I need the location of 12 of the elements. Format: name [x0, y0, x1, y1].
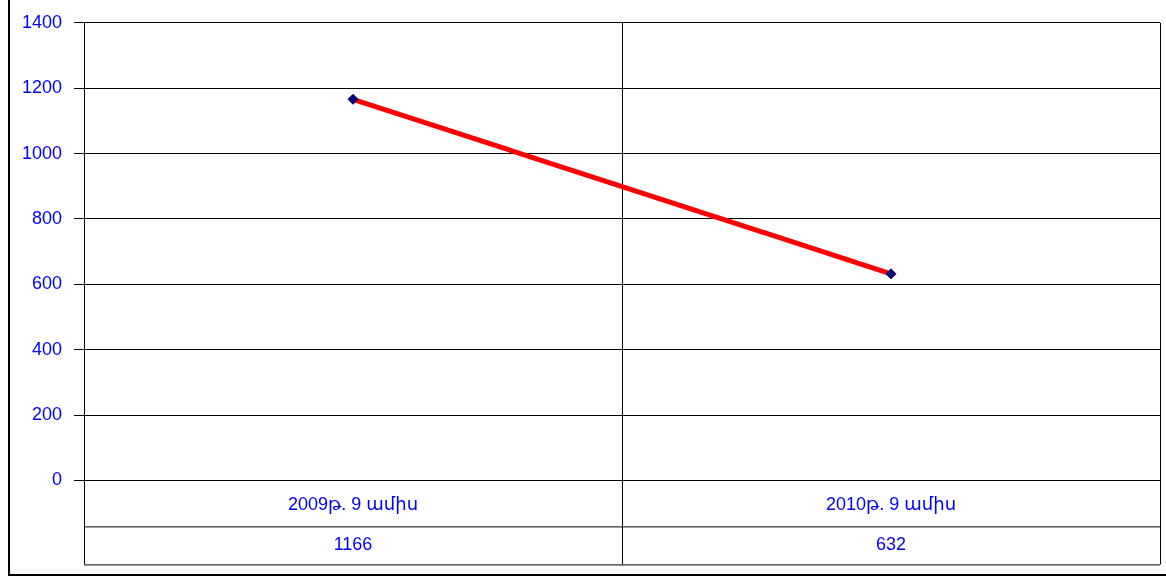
- y-tick-label: 600: [32, 273, 63, 294]
- y-tick-label: 1200: [22, 77, 63, 98]
- y-tick-label: 800: [32, 207, 63, 228]
- data-label: 1166: [333, 534, 373, 555]
- y-tick-label: 0: [52, 469, 63, 490]
- data-label: 632: [875, 534, 907, 555]
- x-tick-label: 2009թ. 9 ամիս: [287, 494, 419, 515]
- y-tick-label: 400: [32, 338, 63, 359]
- y-tick-label: 1000: [22, 142, 63, 163]
- y-tick-label: 1400: [22, 11, 63, 32]
- x-tick-label: 2010թ. 9 ամիս: [825, 494, 957, 515]
- y-tick-label: 200: [32, 404, 63, 424]
